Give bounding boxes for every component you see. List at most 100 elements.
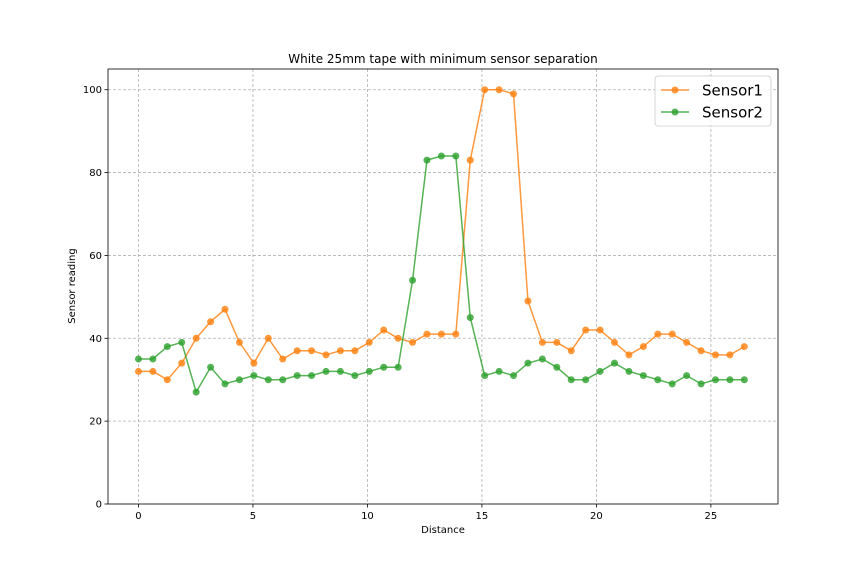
data-point: [235, 338, 243, 346]
data-point: [668, 380, 676, 388]
data-point: [683, 338, 691, 346]
legend-label: Sensor2: [702, 104, 763, 122]
data-point: [279, 355, 287, 363]
data-point: [264, 334, 272, 342]
data-point: [149, 355, 157, 363]
axis-ticks: 0 5 10 15 20 25 0 20 40 60 80 100: [83, 85, 717, 522]
y-tick-label: 40: [89, 334, 102, 345]
data-point: [596, 367, 604, 375]
y-tick-label: 0: [96, 500, 102, 511]
data-point: [740, 343, 748, 351]
data-point: [178, 359, 186, 367]
data-point: [308, 347, 316, 355]
data-point: [178, 338, 186, 346]
data-point: [524, 297, 532, 305]
data-point: [250, 372, 258, 380]
data-point: [452, 152, 460, 160]
data-point: [726, 376, 734, 384]
data-point: [740, 376, 748, 384]
data-point: [567, 347, 575, 355]
data-point: [134, 355, 142, 363]
chart-title: White 25mm tape with minimum sensor sepa…: [288, 52, 598, 66]
data-point: [163, 376, 171, 384]
x-tick-label: 10: [361, 511, 374, 522]
data-point: [495, 367, 503, 375]
data-point: [293, 372, 301, 380]
data-point: [639, 343, 647, 351]
data-point: [553, 363, 561, 371]
data-point: [437, 152, 445, 160]
data-point: [207, 363, 215, 371]
data-point: [510, 90, 518, 98]
x-tick-label: 5: [250, 511, 256, 522]
data-point: [322, 351, 330, 359]
x-tick-label: 15: [476, 511, 489, 522]
data-point: [365, 367, 373, 375]
legend: Sensor1 Sensor2: [654, 75, 772, 127]
data-point: [394, 334, 402, 342]
y-axis-label: Sensor reading: [67, 248, 78, 323]
data-point: [192, 388, 200, 396]
data-point: [380, 326, 388, 334]
legend-label: Sensor1: [702, 82, 763, 100]
grid-lines: [108, 69, 778, 505]
data-point: [683, 372, 691, 380]
data-point: [668, 330, 676, 338]
data-point: [654, 330, 662, 338]
data-point: [336, 347, 344, 355]
y-tick-label: 100: [83, 85, 102, 96]
data-point: [538, 338, 546, 346]
data-point: [567, 376, 575, 384]
data-point: [235, 376, 243, 384]
data-point: [524, 359, 532, 367]
data-point: [510, 372, 518, 380]
data-point: [654, 376, 662, 384]
data-point: [639, 372, 647, 380]
data-point: [293, 347, 301, 355]
series-layer: [134, 86, 748, 396]
data-point: [481, 86, 489, 94]
series-sensor1: [134, 86, 748, 384]
data-point: [336, 367, 344, 375]
data-point: [495, 86, 503, 94]
data-point: [711, 376, 719, 384]
data-point: [423, 156, 431, 164]
legend-marker: [671, 86, 679, 94]
data-point: [625, 351, 633, 359]
data-point: [380, 363, 388, 371]
data-point: [611, 338, 619, 346]
legend-entry: Sensor1: [661, 82, 763, 100]
data-point: [221, 305, 229, 313]
legend-marker: [671, 108, 679, 116]
data-point: [308, 372, 316, 380]
data-point: [611, 359, 619, 367]
plot-frame: [107, 68, 779, 505]
data-point: [726, 351, 734, 359]
legend-entry: Sensor2: [661, 104, 763, 122]
data-point: [697, 347, 705, 355]
data-point: [279, 376, 287, 384]
x-axis-label: Distance: [421, 525, 465, 536]
data-point: [697, 380, 705, 388]
data-point: [553, 338, 561, 346]
y-tick-label: 60: [89, 251, 102, 262]
x-tick-label: 25: [705, 511, 718, 522]
data-point: [192, 334, 200, 342]
data-point: [711, 351, 719, 359]
data-point: [466, 156, 474, 164]
data-point: [538, 355, 546, 363]
data-point: [466, 314, 474, 322]
data-point: [264, 376, 272, 384]
data-point: [437, 330, 445, 338]
data-point: [582, 326, 590, 334]
data-point: [163, 343, 171, 351]
y-tick-label: 80: [89, 168, 102, 179]
data-point: [452, 330, 460, 338]
data-point: [625, 367, 633, 375]
data-point: [351, 347, 359, 355]
legend-box: [654, 75, 772, 127]
y-tick-label: 20: [89, 417, 102, 428]
data-point: [481, 372, 489, 380]
data-point: [582, 376, 590, 384]
data-point: [221, 380, 229, 388]
